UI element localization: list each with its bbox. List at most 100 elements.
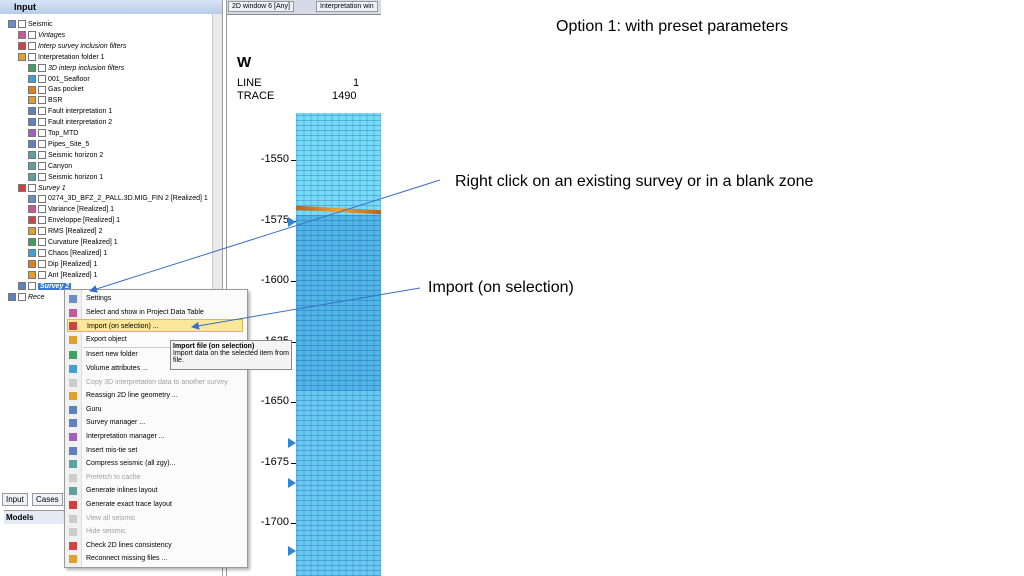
menu-item[interactable]: Import (on selection) ... [67, 319, 243, 333]
checkbox[interactable] [28, 52, 36, 61]
menu-item[interactable]: Reassign 2D line geometry ... [86, 392, 178, 400]
checkbox[interactable] [38, 63, 46, 72]
menu-icon [69, 446, 77, 455]
header-value: 1 [353, 77, 360, 89]
bottom-tab[interactable]: Input [2, 493, 28, 506]
header-label: LINE [237, 77, 262, 89]
checkbox[interactable] [38, 259, 46, 268]
tree-row[interactable]: Top_MTD [28, 128, 78, 139]
checkbox[interactable] [38, 249, 46, 258]
window-tab[interactable]: 2D window 6 [Any] [228, 1, 294, 12]
tree-row[interactable]: Interpretation folder 1 [18, 52, 105, 63]
checkbox[interactable] [38, 129, 46, 138]
checkbox[interactable] [38, 270, 46, 279]
tooltip-text: Import data on the selected item from fi… [173, 350, 289, 364]
checkbox[interactable] [18, 292, 26, 301]
menu-icon [69, 322, 77, 331]
tree-row[interactable]: Vintages [18, 30, 65, 41]
tree-row[interactable]: Rece [8, 292, 44, 303]
tree-row[interactable]: Survey 2 [18, 281, 72, 292]
tree-row[interactable]: 3D interp inclusion filters [28, 63, 124, 74]
header-label: TRACE [237, 90, 275, 102]
checkbox[interactable] [38, 150, 46, 159]
checkbox[interactable] [38, 238, 46, 247]
checkbox[interactable] [38, 227, 46, 236]
checkbox[interactable] [38, 96, 46, 105]
bottom-tab[interactable]: Cases [32, 493, 63, 506]
menu-icon [69, 335, 77, 344]
menu-item[interactable]: Guru [86, 405, 102, 413]
tree-label: Vintages [38, 31, 66, 39]
tree-label: Interp survey inclusion filters [38, 42, 127, 50]
tree-row[interactable]: Canyon [28, 161, 72, 172]
checkbox[interactable] [38, 140, 46, 149]
tree-label: Canyon [48, 162, 73, 170]
tree-row[interactable]: Enveloppe [Realized] 1 [28, 215, 120, 226]
checkbox[interactable] [38, 118, 46, 127]
checkbox[interactable] [18, 20, 26, 29]
tree-row[interactable]: Variance [Realized] 1 [28, 204, 114, 215]
menu-item[interactable]: Insert mis-tie set [86, 446, 138, 454]
tree-row[interactable]: Survey 1 [18, 183, 66, 194]
marker [288, 546, 296, 556]
menu-item[interactable]: Check 2D lines consistency [86, 541, 172, 549]
depth-label: -1550 [260, 153, 289, 165]
menu-item: Hide seismic [86, 528, 126, 536]
checkbox[interactable] [28, 41, 36, 50]
window-tab[interactable]: Interpretation win [316, 1, 378, 12]
tree-label: RMS [Realized] 2 [48, 228, 103, 236]
menu-item[interactable]: Survey manager ... [86, 419, 146, 427]
menu-icon [69, 295, 77, 303]
tree-row[interactable]: Curvature [Realized] 1 [28, 237, 118, 248]
tree-label: Seismic [28, 21, 53, 28]
checkbox[interactable] [38, 172, 46, 181]
tree-row[interactable]: 001_Seafloor [28, 74, 90, 85]
menu-item: Prefetch to cache [86, 473, 141, 481]
tree-row[interactable]: Seismic [8, 19, 53, 30]
tree-label: Seismic horizon 1 [48, 173, 104, 181]
checkbox[interactable] [28, 281, 36, 290]
tree-icon [28, 270, 36, 279]
menu-icon [69, 555, 77, 564]
tree-row[interactable]: Pipes_Site_5 [28, 139, 89, 150]
menu-item[interactable]: Compress seismic (all zgy)... [86, 460, 176, 468]
tree-label: Interpretation folder 1 [38, 53, 105, 61]
menu-item[interactable]: Reconnect missing files ... [86, 555, 168, 563]
menu-icon [69, 378, 77, 387]
tree-label: Pipes_Site_5 [48, 140, 90, 148]
tree-row[interactable]: Seismic horizon 1 [28, 172, 103, 183]
tree-label: Fault interpretation 1 [48, 108, 113, 116]
menu-item[interactable]: Volume attributes ... [86, 365, 148, 372]
tree-row[interactable]: Dip [Realized] 1 [28, 259, 97, 270]
tree-row[interactable]: Fault interpretation 1 [28, 106, 112, 117]
checkbox[interactable] [28, 183, 36, 192]
tree-label: Gas pocket [48, 86, 84, 94]
menu-item[interactable]: Select and show in Project Data Table [86, 308, 204, 316]
tree-icon [18, 183, 26, 192]
checkbox[interactable] [38, 74, 46, 83]
checkbox[interactable] [38, 216, 46, 225]
tree-row[interactable]: 0274_3D_BFZ_2_PALL.3D.MIG_FIN 2 [Realize… [28, 193, 208, 204]
tree-icon [28, 249, 36, 258]
checkbox[interactable] [28, 31, 36, 40]
checkbox[interactable] [38, 161, 46, 170]
menu-item[interactable]: Generate inlines layout [86, 487, 158, 495]
tree-row[interactable]: Interp survey inclusion filters [18, 41, 126, 52]
tree-row[interactable]: Gas pocket [28, 84, 83, 95]
checkbox[interactable] [38, 85, 46, 94]
tree-icon [28, 63, 36, 72]
menu-item[interactable]: Export object [86, 335, 127, 343]
menu-item[interactable]: Generate exact trace layout [86, 501, 172, 508]
tree-row[interactable]: BSR [28, 95, 62, 106]
checkbox[interactable] [38, 205, 46, 214]
tree-row[interactable]: RMS [Realized] 2 [28, 226, 102, 237]
checkbox[interactable] [38, 194, 46, 203]
tree-row[interactable]: Fault interpretation 2 [28, 117, 112, 128]
tree-row[interactable]: Ant [Realized] 1 [28, 270, 97, 281]
checkbox[interactable] [38, 107, 46, 116]
tree-row[interactable]: Chaos [Realized] 1 [28, 248, 107, 259]
tree-row[interactable]: Seismic horizon 2 [28, 150, 103, 161]
menu-item[interactable]: Insert new folder [86, 351, 138, 359]
menu-item[interactable]: Interpretation manager ... [86, 433, 165, 440]
menu-item[interactable]: Settings [86, 295, 112, 302]
